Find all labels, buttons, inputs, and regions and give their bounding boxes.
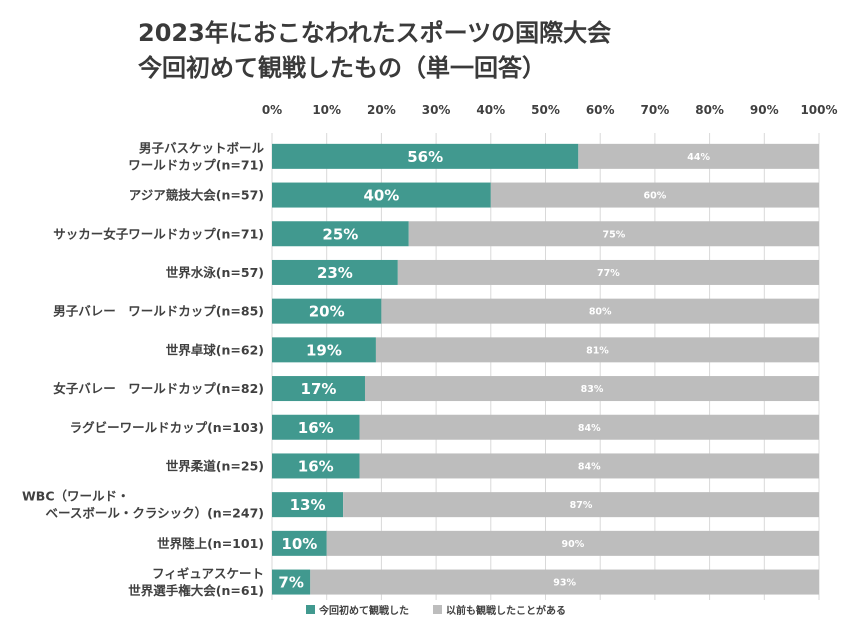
data-label-first-time: 25% xyxy=(322,225,358,243)
data-label-before: 87% xyxy=(570,500,593,511)
category-label: フィギュアスケート xyxy=(152,566,264,581)
bar-before xyxy=(359,453,819,479)
bar-first-time xyxy=(272,492,344,518)
x-tick-label: 80% xyxy=(695,103,724,117)
bar-first-time xyxy=(272,221,409,247)
bar-first-time xyxy=(272,337,376,363)
legend-label-first-time: 今回初めて観戦した xyxy=(319,606,409,617)
data-label-first-time: 7% xyxy=(278,574,303,592)
category-label: 女子バレー ワールドカップ(n=82) xyxy=(53,381,264,396)
x-tick-label: 50% xyxy=(531,103,560,117)
data-label-first-time: 40% xyxy=(363,187,399,205)
x-tick-label: 20% xyxy=(367,103,396,117)
legend-item-first-time: 今回初めて観戦した xyxy=(306,602,409,617)
bar-before xyxy=(364,376,819,402)
category-label: 世界選手権大会(n=61) xyxy=(128,583,264,598)
bar-first-time xyxy=(272,453,360,479)
bar-first-time xyxy=(272,530,327,556)
category-label: 世界柔道(n=25) xyxy=(166,458,264,473)
data-label-first-time: 20% xyxy=(309,303,345,321)
category-label: 世界陸上(n=101) xyxy=(157,536,264,551)
data-label-before: 60% xyxy=(644,191,667,202)
bar-before xyxy=(397,259,819,285)
bar-first-time xyxy=(272,182,491,208)
data-label-first-time: 23% xyxy=(317,264,353,282)
bar-before xyxy=(375,337,819,363)
bar-before xyxy=(310,569,819,595)
bar-before xyxy=(326,530,819,556)
data-label-first-time: 10% xyxy=(281,535,317,553)
data-label-before: 83% xyxy=(581,384,604,395)
data-label-before: 90% xyxy=(561,539,584,550)
bar-before xyxy=(381,298,819,324)
data-label-first-time: 16% xyxy=(298,419,334,437)
legend-swatch-first-time xyxy=(306,605,315,614)
bar-before xyxy=(578,143,819,169)
legend-label-before: 以前も観戦したことがある xyxy=(446,606,566,617)
category-label: アジア競技大会(n=57) xyxy=(129,188,264,203)
category-label: ベースボール・クラシック）(n=247) xyxy=(45,506,264,521)
x-tick-label: 70% xyxy=(641,103,670,117)
bar-first-time xyxy=(272,298,382,324)
data-label-before: 44% xyxy=(687,152,710,163)
bar-before xyxy=(359,414,819,440)
category-label: WBC（ワールド・ xyxy=(22,489,130,504)
legend-swatch-before xyxy=(433,605,442,614)
x-tick-label: 0% xyxy=(262,103,282,117)
bar-chart: 0% 10% 20% 30% 40% 50% 60% 70% 80% 90% 100% 56% 44% 男… xyxy=(22,103,838,600)
bar-before xyxy=(408,221,819,247)
data-label-before: 84% xyxy=(578,423,601,434)
bar-first-time xyxy=(272,143,579,169)
x-tick-label: 40% xyxy=(476,103,505,117)
bar-before xyxy=(490,182,819,208)
data-label-before: 80% xyxy=(589,307,612,318)
category-label: 男子バレー ワールドカップ(n=85) xyxy=(53,304,264,319)
data-label-before: 77% xyxy=(597,268,620,279)
x-tick-label: 10% xyxy=(312,103,341,117)
legend: 今回初めて観戦した 以前も観戦したことがある xyxy=(306,602,566,617)
data-label-first-time: 17% xyxy=(301,380,337,398)
bar-first-time xyxy=(272,259,398,285)
x-tick-label: 30% xyxy=(422,103,451,117)
x-tick-label: 60% xyxy=(586,103,615,117)
category-label: 世界卓球(n=62) xyxy=(166,342,264,357)
category-label: ワールドカップ(n=71) xyxy=(128,157,264,172)
chart-title-line-1: 2023年におこなわれたスポーツの国際大会 xyxy=(138,19,612,47)
data-label-first-time: 19% xyxy=(306,341,342,359)
category-label: サッカー女子ワールドカップ(n=71) xyxy=(53,226,264,241)
bar-first-time xyxy=(272,376,365,402)
category-label: 世界水泳(n=57) xyxy=(166,265,264,280)
x-tick-label: 100% xyxy=(800,103,837,117)
legend-item-before: 以前も観戦したことがある xyxy=(433,602,566,617)
data-label-first-time: 13% xyxy=(290,496,326,514)
data-label-before: 84% xyxy=(578,461,601,472)
chart-title: 2023年におこなわれたスポーツの国際大会 今回初めて観戦したもの（単一回答） xyxy=(138,16,611,86)
data-label-first-time: 56% xyxy=(407,148,443,166)
data-label-before: 81% xyxy=(586,345,609,356)
bar-before xyxy=(343,492,819,518)
bar-first-time xyxy=(272,569,311,595)
category-label: ラグビーワールドカップ(n=103) xyxy=(70,420,264,435)
x-tick-label: 90% xyxy=(750,103,779,117)
data-label-first-time: 16% xyxy=(298,457,334,475)
chart-title-line-2: 今回初めて観戦したもの（単一回答） xyxy=(138,54,546,82)
bar-first-time xyxy=(272,414,360,440)
category-label: 男子バスケットボール xyxy=(139,140,265,155)
data-label-before: 93% xyxy=(553,578,576,589)
data-label-before: 75% xyxy=(603,229,626,240)
